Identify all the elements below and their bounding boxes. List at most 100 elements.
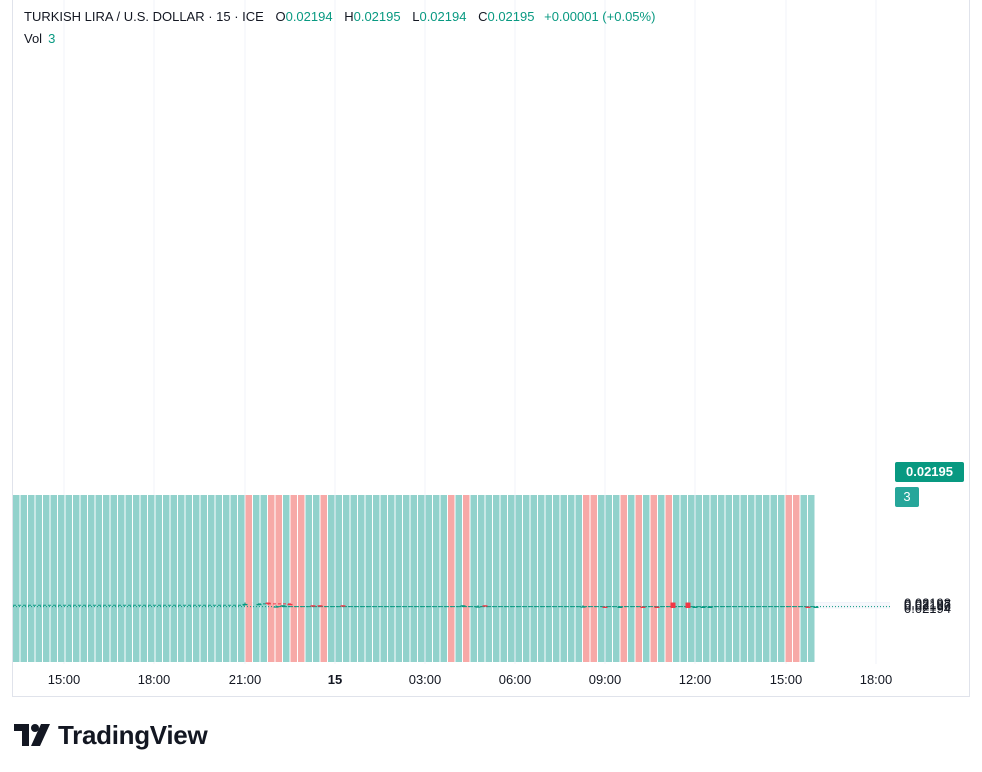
volume-bar — [320, 495, 327, 662]
volume-bar — [65, 495, 72, 662]
volume-bar — [275, 495, 282, 662]
tradingview-logo-icon — [14, 724, 50, 746]
volume-bar — [13, 495, 20, 662]
volume-bar — [335, 495, 342, 662]
volume-bar — [215, 495, 222, 662]
volume-bar — [778, 495, 785, 662]
price-tick-label: 0.02194 — [904, 601, 951, 616]
volume-bar — [268, 495, 275, 662]
volume-bar — [403, 495, 410, 662]
open-value: 0.02194 — [285, 9, 333, 24]
high-label: H — [344, 9, 354, 24]
candle-body — [475, 606, 481, 608]
candle-body — [640, 606, 646, 608]
candle-body — [317, 605, 323, 607]
volume-bar — [455, 495, 462, 662]
low-value: 0.02194 — [419, 9, 467, 24]
close-label: C — [478, 9, 488, 24]
volume-bar — [103, 495, 110, 662]
volume-bar — [695, 495, 702, 662]
volume-bar — [350, 495, 357, 662]
volume-bar — [703, 495, 710, 662]
time-tick-label: 15:00 — [770, 672, 803, 687]
volume-bar — [650, 495, 657, 662]
tradingview-logo[interactable]: TradingView — [14, 718, 208, 752]
volume-bar — [493, 495, 500, 662]
volume-bar — [485, 495, 492, 662]
candle-body — [580, 606, 586, 608]
high-value: 0.02195 — [353, 9, 401, 24]
volume-bar — [50, 495, 57, 662]
volume-bar — [538, 495, 545, 662]
volume-bar — [125, 495, 132, 662]
volume-bar — [613, 495, 620, 662]
volume-bar — [598, 495, 605, 662]
volume-bar — [680, 495, 687, 662]
volume-bar — [590, 495, 597, 662]
volume-label: Vol — [24, 31, 43, 46]
volume-bar — [643, 495, 650, 662]
candle-body — [460, 605, 466, 607]
candle-body — [287, 603, 293, 606]
volume-bar — [748, 495, 755, 662]
volume-bar — [95, 495, 102, 662]
volume-bar — [343, 495, 350, 662]
time-tick-label: 18:00 — [138, 672, 171, 687]
volume-bar — [260, 495, 267, 662]
candle-body — [805, 606, 811, 608]
volume-bar — [283, 495, 290, 662]
volume-bar — [290, 495, 297, 662]
volume-bar — [545, 495, 552, 662]
volume-bar — [380, 495, 387, 662]
volume-bar — [770, 495, 777, 662]
volume-bar — [88, 495, 95, 662]
candle-body — [265, 602, 271, 604]
candle-body — [813, 606, 819, 608]
candle-body — [242, 603, 248, 606]
volume-bar — [388, 495, 395, 662]
time-axis[interactable]: 15:00 18:00 21:00 15 03:00 06:00 09:00 12:00 15:… — [48, 672, 893, 687]
volume-bar — [605, 495, 612, 662]
time-tick-label: 03:00 — [409, 672, 442, 687]
symbol-legend[interactable]: TURKISH LIRA / U.S. DOLLAR · 15 · ICE O0… — [24, 9, 655, 24]
volume-bar — [515, 495, 522, 662]
last-price-tag: 0.02195 — [895, 462, 964, 482]
volume-bar — [658, 495, 665, 662]
volume-bar — [163, 495, 170, 662]
candle-body — [654, 606, 660, 608]
volume-bar — [118, 495, 125, 662]
volume-bar — [433, 495, 440, 662]
candle-body — [617, 606, 623, 608]
candle-body — [273, 606, 279, 608]
time-tick-label: 15 — [328, 672, 342, 687]
volume-bar — [148, 495, 155, 662]
volume-bar — [178, 495, 185, 662]
volume-bar — [785, 495, 792, 662]
change-value: +0.00001 (+0.05%) — [544, 9, 656, 24]
volume-bar — [313, 495, 320, 662]
volume-bar — [478, 495, 485, 662]
candle-body — [670, 602, 676, 608]
time-tick-label: 06:00 — [499, 672, 532, 687]
volume-bar — [80, 495, 87, 662]
price-tick-label: 0.02196 — [904, 598, 951, 613]
low-label: L — [412, 9, 420, 24]
candle-body — [340, 605, 346, 607]
volume-legend[interactable]: Vol 3 — [24, 31, 55, 46]
candle-body — [256, 603, 262, 606]
volume-bar — [470, 495, 477, 662]
symbol-title: TURKISH LIRA / U.S. DOLLAR · 15 · ICE — [24, 9, 264, 24]
volume-bar — [800, 495, 807, 662]
candle-body — [707, 606, 713, 608]
volume-bar — [58, 495, 65, 662]
volume-bar — [253, 495, 260, 662]
volume-bar — [448, 495, 455, 662]
candle-body — [310, 605, 316, 607]
volume-bar — [358, 495, 365, 662]
volume-bar — [440, 495, 447, 662]
volume-bar — [583, 495, 590, 662]
volume-bar — [73, 495, 80, 662]
volume-bar — [298, 495, 305, 662]
